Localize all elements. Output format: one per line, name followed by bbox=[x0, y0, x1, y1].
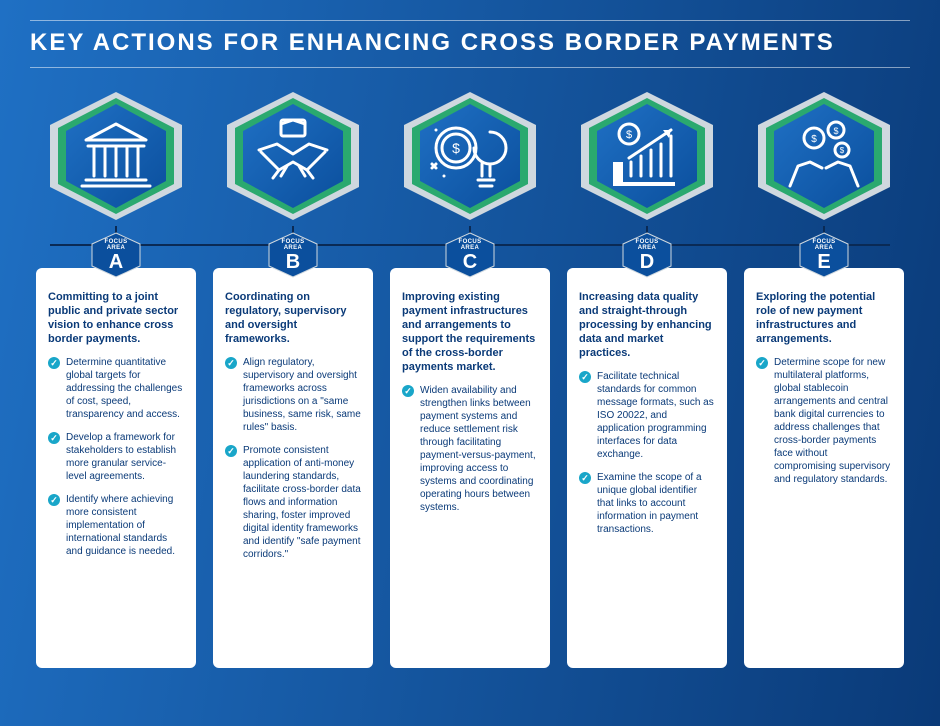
stem-c: FOCUSAREA C bbox=[390, 226, 550, 268]
badge-c: FOCUSAREA C bbox=[444, 232, 496, 278]
card-heading: Improving existing payment infrastructur… bbox=[402, 290, 538, 374]
bullet-item: Determine quantitative global targets fo… bbox=[48, 356, 184, 421]
cards-row: Committing to a joint public and private… bbox=[30, 268, 910, 668]
svg-text:$: $ bbox=[833, 126, 838, 136]
hex-row: $ $ bbox=[30, 90, 910, 222]
page-title: KEY ACTIONS FOR ENHANCING CROSS BORDER P… bbox=[30, 29, 910, 57]
stem-e: FOCUSAREA E bbox=[744, 226, 904, 268]
svg-text:$: $ bbox=[811, 134, 817, 145]
badge-letter: A bbox=[109, 252, 123, 272]
bullet-list: Facilitate technical standards for commo… bbox=[579, 370, 715, 536]
bullet-list: Widen availability and strengthen links … bbox=[402, 384, 538, 514]
badge-d: FOCUSAREA D bbox=[621, 232, 673, 278]
card-heading: Committing to a joint public and private… bbox=[48, 290, 184, 346]
check-icon bbox=[48, 357, 60, 369]
bullet-item: Develop a framework for stakeholders to … bbox=[48, 431, 184, 483]
svg-text:$: $ bbox=[452, 140, 460, 156]
hex-c: $ bbox=[390, 90, 550, 222]
check-icon bbox=[225, 357, 237, 369]
svg-text:$: $ bbox=[840, 146, 845, 155]
check-icon bbox=[402, 385, 414, 397]
svg-text:$: $ bbox=[626, 129, 632, 141]
bullet-item: Determine scope for new multilateral pla… bbox=[756, 356, 892, 486]
badge-b: FOCUSAREA B bbox=[267, 232, 319, 278]
badge-e: FOCUSAREA E bbox=[798, 232, 850, 278]
institution-icon bbox=[42, 90, 190, 222]
card-b: Coordinating on regulatory, supervisory … bbox=[213, 268, 373, 668]
coin-bulb-icon: $ bbox=[396, 90, 544, 222]
card-e: Exploring the potential role of new paym… bbox=[744, 268, 904, 668]
check-icon bbox=[756, 357, 768, 369]
focus-label-bottom: AREA bbox=[107, 245, 126, 251]
hex-d: $ bbox=[567, 90, 727, 222]
check-icon bbox=[48, 432, 60, 444]
stem-a: FOCUSAREA A bbox=[36, 226, 196, 268]
card-d: Increasing data quality and straight-thr… bbox=[567, 268, 727, 668]
hands-coins-icon: $ $ $ bbox=[750, 90, 898, 222]
bullet-item: Align regulatory, supervisory and oversi… bbox=[225, 356, 361, 434]
card-heading: Coordinating on regulatory, supervisory … bbox=[225, 290, 361, 346]
check-icon bbox=[579, 371, 591, 383]
bullet-item: Widen availability and strengthen links … bbox=[402, 384, 538, 514]
hex-a bbox=[36, 90, 196, 222]
handshake-icon bbox=[219, 90, 367, 222]
stems: FOCUSAREA A FOCUSAREA B FOCUSAREA C bbox=[30, 226, 910, 268]
check-icon bbox=[225, 445, 237, 457]
bullet-list: Determine quantitative global targets fo… bbox=[48, 356, 184, 558]
bullet-item: Examine the scope of a unique global ide… bbox=[579, 471, 715, 536]
bullet-list: Align regulatory, supervisory and oversi… bbox=[225, 356, 361, 561]
card-heading: Increasing data quality and straight-thr… bbox=[579, 290, 715, 360]
stem-b: FOCUSAREA B bbox=[213, 226, 373, 268]
bottom-rule bbox=[30, 67, 910, 68]
infographic-root: KEY ACTIONS FOR ENHANCING CROSS BORDER P… bbox=[0, 0, 940, 726]
card-heading: Exploring the potential role of new paym… bbox=[756, 290, 892, 346]
bullet-list: Determine scope for new multilateral pla… bbox=[756, 356, 892, 486]
bullet-item: Promote consistent application of anti-m… bbox=[225, 444, 361, 561]
bullet-item: Facilitate technical standards for commo… bbox=[579, 370, 715, 461]
hex-b bbox=[213, 90, 373, 222]
badge-a: FOCUSAREA A bbox=[90, 232, 142, 278]
connector-row: FOCUSAREA A FOCUSAREA B FOCUSAREA C bbox=[30, 226, 910, 268]
stem-d: FOCUSAREA D bbox=[567, 226, 727, 268]
check-icon bbox=[579, 472, 591, 484]
card-c: Improving existing payment infrastructur… bbox=[390, 268, 550, 668]
check-icon bbox=[48, 494, 60, 506]
top-rule bbox=[30, 20, 910, 21]
bullet-item: Identify where achieving more consistent… bbox=[48, 493, 184, 558]
card-a: Committing to a joint public and private… bbox=[36, 268, 196, 668]
hex-e: $ $ $ bbox=[744, 90, 904, 222]
growth-chart-icon: $ bbox=[573, 90, 721, 222]
